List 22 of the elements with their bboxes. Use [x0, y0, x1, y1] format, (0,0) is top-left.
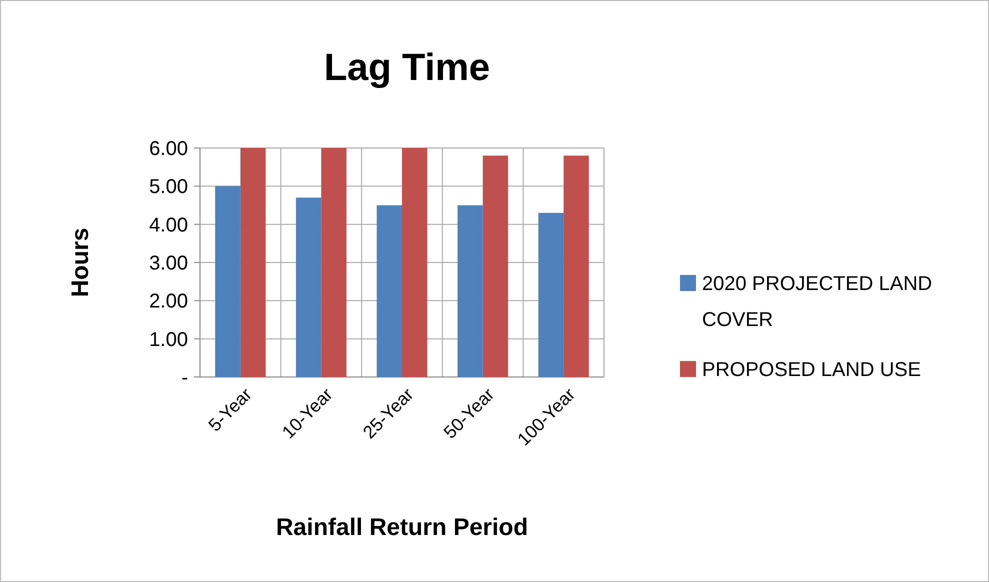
- chart-title: Lag Time: [324, 47, 490, 89]
- bar: [564, 156, 589, 377]
- bar: [402, 148, 428, 377]
- bar: [296, 198, 322, 377]
- bar: [458, 205, 483, 377]
- y-tick-label: 4.00: [149, 214, 188, 236]
- bar: [538, 212, 564, 377]
- y-tick-label: 5.00: [149, 176, 188, 198]
- y-tick-label: 3.00: [149, 252, 188, 274]
- bar: [215, 186, 240, 377]
- y-tick-label: -: [181, 367, 188, 389]
- legend-label: 2020 PROJECTED LAND COVER: [702, 273, 932, 331]
- bar: [376, 205, 402, 377]
- legend-label: PROPOSED LAND USE: [702, 359, 921, 381]
- y-tick-label: 1.00: [149, 328, 188, 351]
- y-axis-title: Hours: [67, 228, 94, 298]
- y-tick-label: 6.00: [149, 138, 188, 160]
- bar: [482, 156, 508, 377]
- bar: [321, 148, 346, 377]
- x-axis-title: Rainfall Return Period: [276, 514, 528, 541]
- bar: [240, 148, 266, 377]
- y-tick-label: 2.00: [149, 290, 188, 313]
